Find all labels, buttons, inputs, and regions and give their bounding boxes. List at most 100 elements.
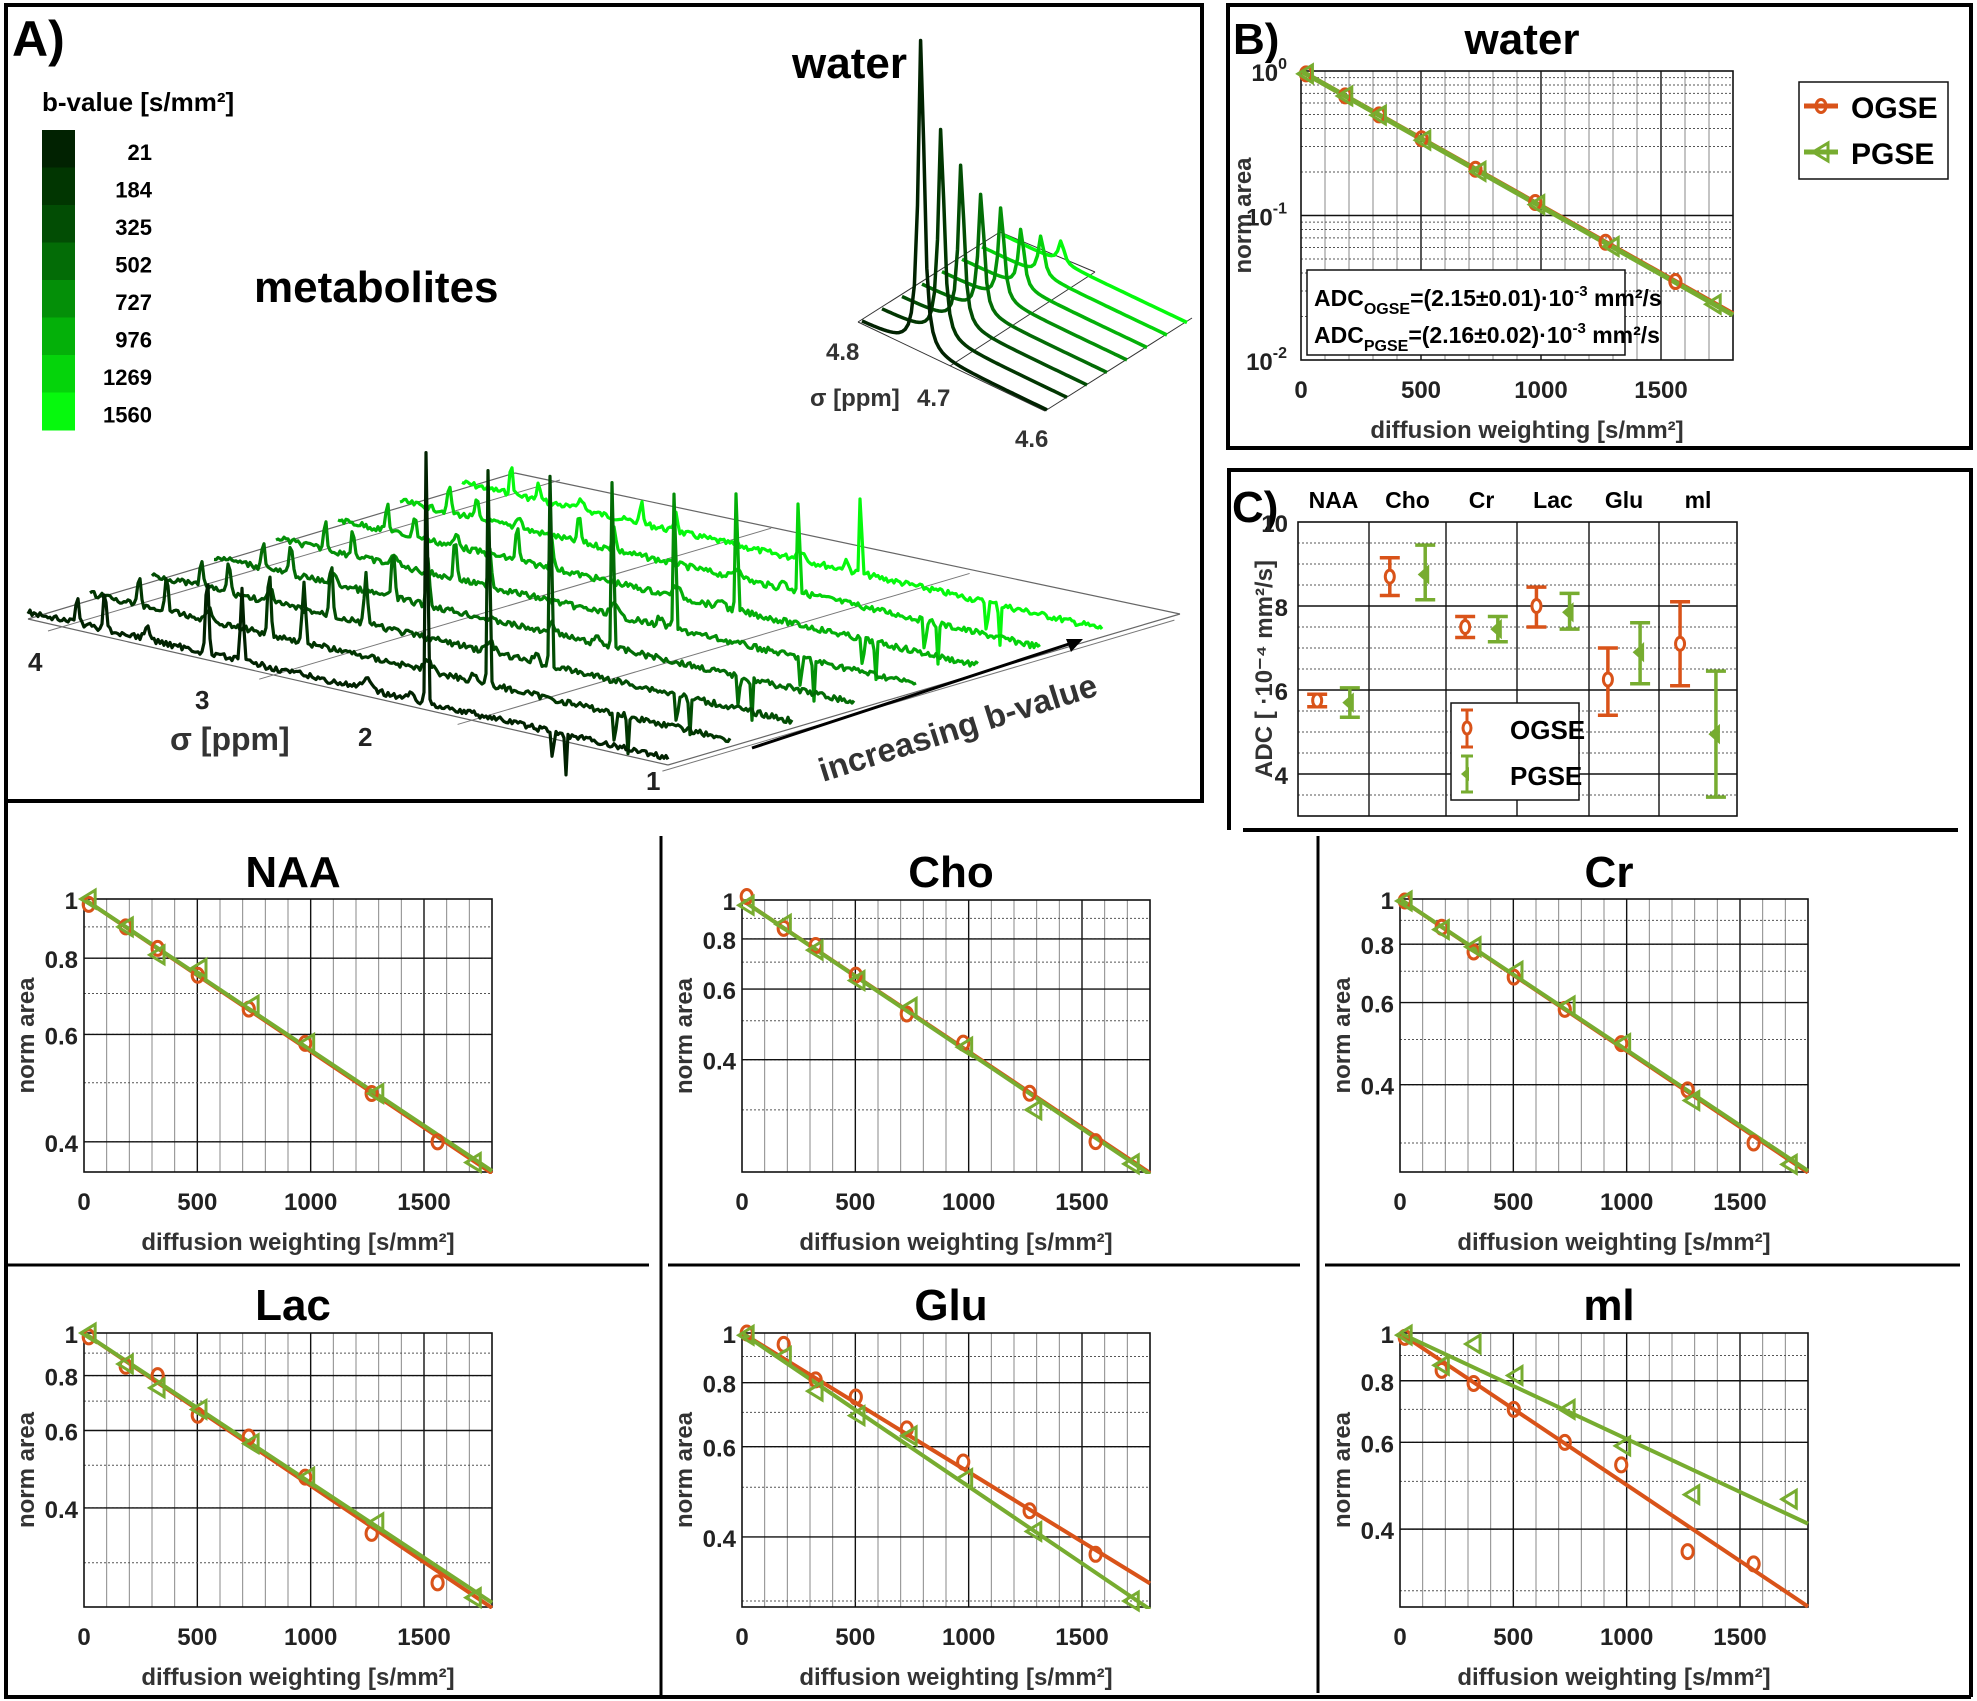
x-tick-label: 500 [1401, 377, 1441, 404]
x-tick-label: 1500 [1713, 1624, 1766, 1651]
data-point-pgse [1462, 935, 1482, 959]
colorbar-swatch [42, 280, 75, 318]
y-tick-label: 0.8 [1361, 933, 1394, 960]
plot-border [1297, 521, 1738, 817]
data-point-pgse [1526, 193, 1546, 217]
x-tick-label: 1000 [942, 1624, 995, 1651]
data-point-pgse [1120, 1589, 1140, 1613]
x-tick-label: 1500 [1055, 1189, 1108, 1216]
x-tick-label: 500 [177, 1624, 217, 1651]
data-point-pgse [1023, 1519, 1043, 1543]
data-point-pgse [115, 1352, 134, 1376]
y-tick-base: 10 [1246, 349, 1273, 376]
annotation-sub: PGSE [1364, 338, 1409, 355]
y-tick-label: 0.4 [703, 1049, 737, 1076]
y-tick-label: 10-2 [1246, 345, 1287, 376]
data-point-pgse [735, 893, 755, 917]
data-point-pgse [1556, 994, 1576, 1018]
ppm-tick-2: 2 [358, 722, 372, 752]
colorbar-swatch [42, 392, 75, 431]
y-tick-label: 0.8 [703, 1372, 736, 1399]
colorbar-value: 502 [115, 253, 152, 278]
x-tick-label: 1000 [1514, 377, 1567, 404]
data-point-pgse [365, 1082, 385, 1106]
data-point-ogse [1022, 1084, 1037, 1102]
x-tick-label: 1500 [1713, 1189, 1766, 1216]
data-point-pgse [146, 943, 166, 967]
adc-annotation: ADCOGSE=(2.15±0.01)·10-3 mm²/sADCPGSE=(2… [1306, 269, 1662, 356]
x-tick-label: 0 [1393, 1189, 1406, 1216]
colorbar-swatch [42, 130, 75, 168]
colorbar-swatch [42, 205, 75, 243]
data-point-ogse [1614, 1456, 1629, 1474]
data-point-pgse [115, 915, 134, 939]
data-point-pgse [1393, 1323, 1413, 1347]
data-point-pgse [1504, 959, 1524, 983]
water-spectrum-trace [961, 227, 1148, 350]
errorbar-pgse [1339, 686, 1360, 720]
x-tick-label: 0 [735, 1189, 748, 1216]
series-ogse [740, 1331, 1152, 1586]
data-point-pgse [1504, 1364, 1524, 1387]
errorbar-marker-pgse [1708, 723, 1720, 745]
y-tick-label: 6 [1275, 679, 1288, 706]
ppm-tick-4: 4 [28, 647, 43, 677]
increasing-bvalue-label: increasing b-value [814, 666, 1101, 788]
data-point-ogse [1668, 273, 1683, 291]
data-point-pgse [1778, 1487, 1798, 1511]
y-axis-label: norm area [671, 1411, 698, 1528]
data-point-pgse [804, 938, 824, 962]
chart-mi: 0 500 1000 1500 diffusion weighting [s/mm²] n… [1329, 1281, 1810, 1691]
x-axis-label: diffusion weighting [s/mm²] [1457, 1664, 1770, 1691]
data-point-ogse [1022, 1502, 1037, 1520]
y-tick-label: 0.4 [1361, 1074, 1395, 1101]
ppm-gridline [259, 527, 772, 680]
legend-pgse-marker [1461, 767, 1469, 781]
data-point-pgse [1431, 918, 1450, 942]
x-tick-label: 1000 [1600, 1189, 1653, 1216]
data-point-pgse [296, 1465, 316, 1489]
metabolite-spectrum-trace [461, 466, 1104, 647]
colorbar-value: 325 [115, 215, 152, 240]
category-label: ml [1685, 487, 1712, 513]
x-tick-label: 1500 [397, 1624, 450, 1651]
x-axis-label: diffusion weighting [s/mm²] [799, 1229, 1112, 1256]
plot-border [1399, 1332, 1809, 1608]
data-point-pgse [77, 1321, 97, 1345]
data-point-pgse [1295, 62, 1314, 86]
chart-naa: 0 500 1000 1500 diffusion weighting [s/mm²] n… [13, 848, 494, 1256]
panel-frames [4, 3, 1973, 1699]
y-tick-label: 0.6 [45, 1023, 78, 1050]
panel-c-adc-chart: C) NAA Cho Cr Lac Glu ml 4 6 8 10 ADC [ ·10⁻⁴ mm²/… [1232, 483, 1738, 817]
water-spectrum-trace [861, 38, 1048, 412]
y-tick-label: 100 [1251, 56, 1287, 87]
data-point-pgse [1612, 1434, 1632, 1458]
y-tick-label: 0.8 [45, 1365, 78, 1392]
water-ppm-axis-label: σ [ppm] [810, 385, 900, 412]
chart-cr: 0 500 1000 1500 diffusion weighting [s/mm²] n… [1329, 848, 1810, 1256]
annotation-exp: -3 [1574, 283, 1587, 300]
x-tick-label: 1000 [942, 1189, 995, 1216]
chart-title: Cho [908, 848, 994, 897]
errorbar-marker-ogse [1383, 568, 1396, 585]
legend-box [1798, 81, 1949, 180]
data-point-pgse [365, 1511, 385, 1535]
ppm-axis-label: σ [ppm] [170, 721, 290, 757]
annotation-text: =(2.15±0.01)·10 [1410, 285, 1574, 311]
bottom-frame [4, 801, 1971, 1699]
legend-pgse-label: PGSE [1510, 761, 1582, 791]
metabolite-spectrum-trace [150, 474, 794, 737]
ppm-tick-3: 3 [195, 685, 209, 715]
fit-line-ogse [740, 1331, 1152, 1586]
plot-border [83, 1332, 493, 1608]
errorbar-pgse [1415, 543, 1436, 602]
errorbar-ogse [1455, 614, 1476, 640]
metabolite-spectrum-trace [89, 469, 732, 756]
water-spectra-3d [857, 38, 1193, 412]
x-tick-label: 0 [77, 1624, 90, 1651]
data-point-pgse [1120, 1152, 1140, 1176]
legend-pgse-marker [1810, 140, 1830, 164]
plot-border [83, 898, 493, 1173]
x-tick-label: 1000 [284, 1189, 337, 1216]
data-point-ogse [1506, 1400, 1521, 1418]
